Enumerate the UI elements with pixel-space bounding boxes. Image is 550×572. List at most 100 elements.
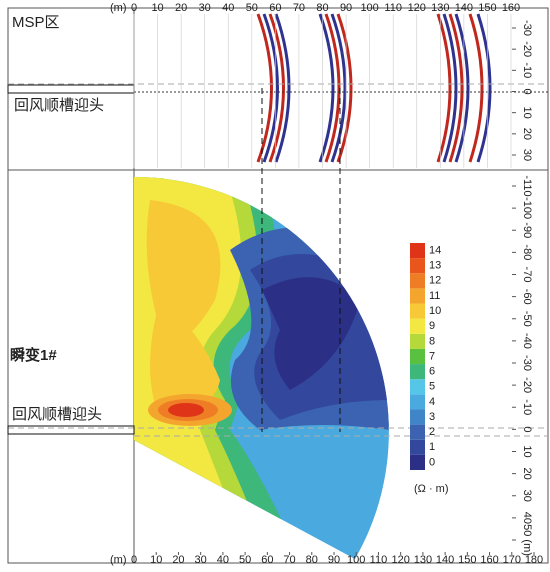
y-tick-label: -40	[521, 333, 533, 349]
colorbar-swatch	[410, 379, 425, 395]
y-tick-label: -100	[521, 197, 533, 219]
x-tick-label: 40	[217, 554, 229, 566]
colorbar-swatch	[410, 318, 425, 334]
colorbar-swatch	[410, 364, 425, 380]
y-tick-label: -10	[521, 399, 533, 415]
colorbar-tick-label: 2	[429, 426, 435, 438]
colorbar-swatch	[410, 288, 425, 304]
x-tick-label: 0	[131, 554, 137, 566]
y-tick-label: 30	[521, 149, 533, 161]
panel-title: MSP区	[12, 14, 60, 31]
colorbar-unit: (Ω · m)	[414, 483, 449, 495]
colorbar-swatch	[410, 454, 425, 470]
colorbar-swatch	[410, 303, 425, 319]
reference-lines	[8, 83, 548, 437]
x-tick-label: 30	[195, 554, 207, 566]
y-tick-label: -110	[521, 175, 533, 196]
y-tick-label: -80	[521, 244, 533, 260]
x-tick-label: 140	[455, 2, 473, 14]
x-tick-label: 20	[175, 2, 187, 14]
x-tick-label: 110	[370, 554, 388, 566]
colorbar-swatch	[410, 394, 425, 410]
colorbar-tick-label: 12	[429, 275, 441, 287]
y-tick-label: -90	[521, 222, 533, 238]
x-tick-label: 130	[414, 554, 432, 566]
x-tick-label: 120	[408, 2, 426, 14]
frame	[7, 7, 549, 564]
x-tick-label: 10	[150, 554, 162, 566]
x-tick-label: 80	[306, 554, 318, 566]
x-tick-label: 30	[199, 2, 211, 14]
heading-box	[7, 425, 135, 435]
x-tick-label: 130	[431, 2, 449, 14]
colorbar-tick-label: 9	[429, 320, 435, 332]
x-tick-label: 70	[283, 554, 295, 566]
y-tick-label: -60	[521, 289, 533, 305]
colorbar-tick-label: 3	[429, 411, 435, 423]
annotation: 回风顺槽迎头	[14, 97, 104, 114]
y-tick-label: -10	[521, 62, 533, 78]
x-tick-label: 70	[293, 2, 305, 14]
x-tick-label: 50	[246, 2, 258, 14]
profile-arcs	[256, 13, 492, 163]
x-tick-label: 10	[151, 2, 163, 14]
y-tick-label: -30	[521, 355, 533, 371]
x-tick-label: 60	[269, 2, 281, 14]
heading-box	[7, 84, 135, 94]
panel-title: 瞬变1#	[10, 346, 57, 364]
colorbar-tick-label: 4	[429, 396, 435, 408]
x-tick-label: 20	[172, 554, 184, 566]
colorbar-tick-label: 1	[429, 441, 435, 453]
y-tick-label: 30	[521, 490, 533, 502]
colorbar-tick-label: 14	[429, 244, 441, 256]
colorbar-swatch	[410, 333, 425, 349]
y-tick-label: -20	[521, 41, 533, 57]
y-tick-label: -70	[521, 267, 533, 283]
colorbar-swatch	[410, 258, 425, 274]
x-tick-label: 110	[384, 2, 402, 14]
colorbar-swatch	[410, 273, 425, 289]
x-tick-label: 0	[131, 2, 137, 14]
x-axis-label: (m)	[110, 2, 127, 14]
colorbar-swatch	[410, 439, 425, 455]
colorbar-tick-label: 10	[429, 305, 441, 317]
x-tick-label: 50	[239, 554, 251, 566]
x-tick-label: 80	[316, 2, 328, 14]
y-tick-label: 10	[521, 107, 533, 119]
y-tick-label: 0	[521, 88, 533, 94]
colorbar-swatch	[410, 424, 425, 440]
colorbar-tick-label: 13	[429, 260, 441, 272]
x-tick-label: 40	[222, 2, 234, 14]
y-tick-label: -30	[521, 20, 533, 36]
y-tick-label: 20	[521, 468, 533, 480]
colorbar-swatch	[410, 409, 425, 425]
colorbar-tick-label: 7	[429, 350, 435, 362]
y-tick-label: 50 (m)	[521, 524, 533, 556]
y-tick-label: -50	[521, 311, 533, 327]
x-tick-label: 180	[525, 554, 543, 566]
colorbar-tick-label: 5	[429, 381, 435, 393]
x-tick-label: 120	[391, 554, 409, 566]
x-tick-label: 160	[502, 2, 520, 14]
colorbar-swatch	[410, 348, 425, 365]
colorbar-tick-label: 6	[429, 366, 435, 378]
colorbar-tick-label: 11	[429, 290, 440, 302]
x-tick-label: 100	[360, 2, 378, 14]
colorbar-tick-label: 0	[429, 456, 435, 468]
y-tick-label: -20	[521, 377, 533, 393]
colorbar-tick-label: 8	[429, 335, 435, 347]
x-tick-label: 90	[328, 554, 340, 566]
x-tick-label: 160	[480, 554, 498, 566]
x-tick-label: 170	[503, 554, 521, 566]
x-tick-label: 90	[340, 2, 352, 14]
colorbar-swatch	[410, 243, 425, 259]
x-axis-label: (m)	[110, 554, 127, 566]
x-tick-label: 60	[261, 554, 273, 566]
x-tick-label: 150	[478, 2, 496, 14]
y-tick-label: 0	[521, 426, 533, 432]
y-tick-label: 10	[521, 445, 533, 457]
y-tick-label: 20	[521, 128, 533, 140]
y-tick-label: 40	[521, 512, 533, 524]
annotation: 回风顺槽迎头	[12, 406, 102, 423]
